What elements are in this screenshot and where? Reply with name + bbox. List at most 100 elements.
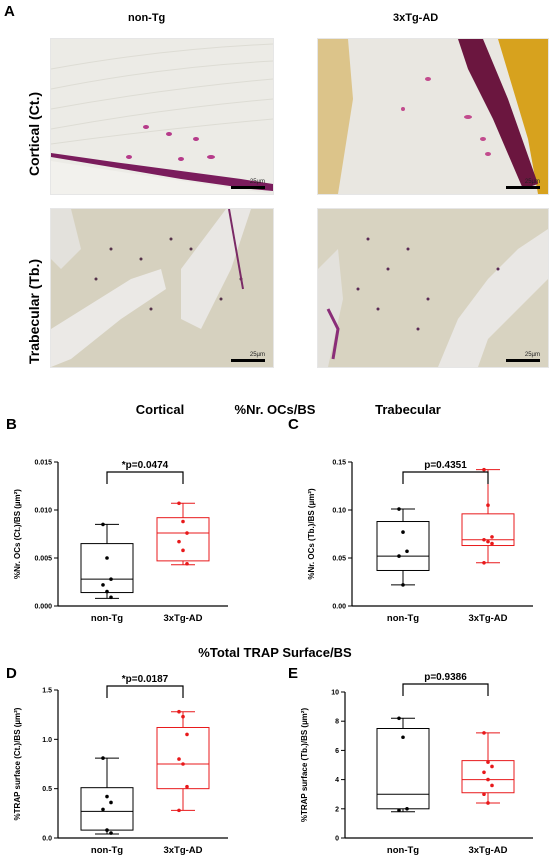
data-point xyxy=(185,784,189,789)
row-label-cortical: Cortical (Ct.) xyxy=(26,92,42,176)
box-iqr xyxy=(461,513,515,547)
y-tick-label: 4 xyxy=(335,777,339,784)
y-axis-label: %Nr. OCs (Tb.)/BS (µm²) xyxy=(307,488,316,580)
y-tick-label: 0.015 xyxy=(34,460,52,467)
box-iqr xyxy=(156,517,210,562)
data-point xyxy=(401,583,405,587)
data-point xyxy=(397,808,401,813)
data-point xyxy=(397,716,401,721)
data-point xyxy=(482,467,486,472)
chart-e-trabecular-trap: 0 2 4 6 8 10 %TRAP surface (Tb.)/BS (µm²) non-T… xyxy=(300,672,533,856)
y-tick-label: 0.000 xyxy=(34,604,52,611)
p-value-annotation: *p=0.0187 xyxy=(122,674,169,685)
data-point xyxy=(101,756,105,760)
y-axis-label: %Nr. OCs (Ct.)/BS (µm²) xyxy=(13,489,22,579)
section-title-trap: %Total TRAP Surface/BS xyxy=(198,645,352,660)
data-point xyxy=(482,731,486,735)
data-point xyxy=(109,800,113,805)
scale-bar-label: 25µm xyxy=(524,352,540,358)
data-point xyxy=(185,531,189,535)
data-point xyxy=(181,714,185,719)
data-point xyxy=(486,539,490,544)
scale-bar xyxy=(231,186,265,189)
y-tick-label: 1.5 xyxy=(42,688,52,695)
data-point xyxy=(109,595,113,600)
x-category-label: non-Tg xyxy=(387,613,419,624)
data-point xyxy=(177,501,181,506)
y-axis-label: %TRAP surface (Ct.)/BS (µm²) xyxy=(13,707,22,820)
x-category-label: 3xTg-AD xyxy=(468,845,507,856)
panel-letter-c: C xyxy=(288,416,299,433)
scale-bar-label: 25µm xyxy=(524,179,540,185)
data-point xyxy=(486,503,490,507)
panel-letter-d: D xyxy=(6,665,17,682)
data-point xyxy=(486,760,490,764)
y-tick-label: 0.15 xyxy=(332,460,346,467)
scale-bar xyxy=(506,186,540,189)
data-point xyxy=(185,561,189,566)
y-tick-label: 0.05 xyxy=(332,556,346,563)
scale-bar-label: 25µm xyxy=(249,179,265,185)
y-tick-label: 6 xyxy=(335,748,339,755)
column-title-non-tg: non-Tg xyxy=(128,12,166,24)
data-point xyxy=(482,792,486,796)
y-tick-label: 0.10 xyxy=(332,508,346,515)
panel-letter-a: A xyxy=(4,3,15,20)
data-point xyxy=(101,807,105,812)
data-point xyxy=(101,583,105,587)
data-point xyxy=(482,561,486,565)
data-point xyxy=(109,577,113,581)
box-iqr xyxy=(156,726,210,790)
box-iqr xyxy=(461,760,515,794)
section-title-cortical: Cortical xyxy=(135,402,185,417)
data-point xyxy=(105,794,109,799)
y-tick-label: 0 xyxy=(335,836,339,843)
p-value-annotation: p=0.4351 xyxy=(424,460,467,471)
significance-bracket xyxy=(402,683,489,696)
data-point xyxy=(401,735,405,740)
panel-letter-e: E xyxy=(288,665,299,682)
data-point xyxy=(185,732,189,737)
significance-bracket xyxy=(402,471,489,484)
x-category-label: 3xTg-AD xyxy=(163,613,202,624)
y-tick-label: 0.010 xyxy=(34,508,52,515)
box-iqr xyxy=(376,728,430,810)
data-point xyxy=(490,541,494,546)
scale-bar xyxy=(506,359,540,362)
y-tick-label: 0.5 xyxy=(42,786,52,793)
box-iqr xyxy=(80,787,134,831)
panel-letter-b: B xyxy=(6,416,17,433)
x-category-label: 3xTg-AD xyxy=(163,845,202,856)
column-title-3xtg: 3xTg-AD xyxy=(393,12,439,24)
p-value-annotation: *p=0.0474 xyxy=(122,460,169,471)
data-point xyxy=(101,522,105,527)
data-point xyxy=(401,530,405,534)
scale-bar-label: 25µm xyxy=(249,352,265,358)
section-title-trabecular: Trabecular xyxy=(375,402,441,417)
data-point xyxy=(405,807,409,811)
micrograph-cortical-3xtg: 25µm xyxy=(317,38,549,195)
data-point xyxy=(482,770,486,775)
micrograph-trabecular-3xtg: 25µm xyxy=(317,208,549,368)
chart-d-cortical-trap: 0.0 0.5 1.0 1.5 %TRAP surface (Ct.)/BS (µm²)… xyxy=(13,674,228,856)
data-point xyxy=(105,589,109,594)
micrograph-trabecular-non-tg: 25µm xyxy=(50,208,274,368)
x-category-label: 3xTg-AD xyxy=(468,613,507,624)
data-point xyxy=(490,783,494,788)
data-point xyxy=(177,757,181,761)
data-point xyxy=(482,537,486,542)
data-point xyxy=(397,507,401,511)
y-tick-label: 0.0 xyxy=(42,836,52,843)
row-label-trabecular: Trabecular (Tb.) xyxy=(26,258,42,364)
data-point xyxy=(177,709,181,714)
data-point xyxy=(490,764,494,769)
data-point xyxy=(181,519,185,524)
x-category-label: non-Tg xyxy=(387,845,419,856)
significance-bracket xyxy=(106,471,184,484)
y-tick-label: 0.005 xyxy=(34,556,52,563)
chart-c-trabecular-nr-ocs: 0.00 0.05 0.10 0.15 %Nr. OCs (Tb.)/BS (µm²) n… xyxy=(307,460,533,624)
chart-b-cortical-nr-ocs: 0.000 0.005 0.010 0.015 %Nr. OCs (Ct.)/BS (µ… xyxy=(13,460,228,624)
box-iqr xyxy=(80,543,134,594)
y-tick-label: 2 xyxy=(335,806,339,813)
significance-bracket xyxy=(106,685,184,698)
